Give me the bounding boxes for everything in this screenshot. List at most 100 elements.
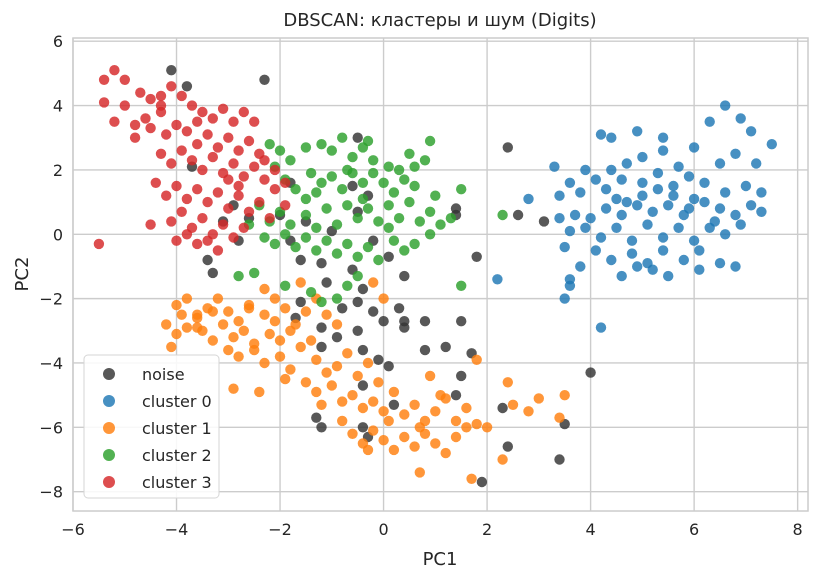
data-point: [383, 161, 394, 172]
data-point: [259, 74, 270, 86]
data-point: [554, 454, 565, 465]
data-point: [223, 174, 234, 185]
legend-item: noise: [103, 365, 185, 384]
x-axis-ticks: −6 −4 −2 0 2 4 6 8: [61, 520, 803, 539]
data-point: [145, 93, 156, 105]
data-point: [212, 142, 224, 153]
data-point: [378, 435, 389, 446]
data-point: [580, 222, 591, 233]
data-point: [383, 251, 394, 262]
data-point: [756, 187, 767, 198]
data-point: [243, 303, 255, 314]
data-point: [321, 277, 332, 288]
data-point: [316, 139, 327, 150]
y-axis-title: PC2: [12, 257, 33, 292]
data-point: [311, 386, 322, 398]
x-tick-label: −2: [268, 520, 292, 539]
data-point: [280, 280, 291, 291]
data-point: [347, 428, 358, 439]
data-point: [202, 254, 213, 266]
y-tick-label: −6: [39, 418, 63, 437]
data-point: [393, 213, 405, 224]
data-point: [688, 193, 700, 205]
data-point: [497, 402, 508, 414]
data-point: [647, 206, 658, 217]
data-point: [352, 325, 363, 336]
data-point: [321, 367, 332, 378]
data-points: [93, 65, 777, 488]
data-point: [311, 354, 322, 365]
x-tick-label: 4: [586, 520, 596, 539]
data-point: [181, 126, 193, 137]
data-point: [564, 177, 576, 188]
data-point: [171, 180, 182, 192]
data-point: [657, 145, 669, 156]
data-point: [186, 100, 198, 111]
data-point: [285, 364, 296, 375]
data-point: [409, 399, 420, 410]
data-point: [269, 293, 281, 304]
data-point: [368, 277, 379, 288]
data-point: [217, 103, 229, 115]
legend-marker: [103, 395, 115, 407]
data-point: [502, 441, 513, 452]
data-point: [538, 216, 550, 227]
data-point: [450, 203, 462, 214]
x-tick-label: 0: [378, 520, 388, 539]
data-point: [352, 251, 363, 262]
data-point: [207, 113, 218, 124]
data-point: [223, 306, 234, 317]
data-point: [404, 148, 415, 159]
data-point: [683, 203, 695, 214]
data-point: [337, 184, 348, 195]
data-point: [606, 132, 617, 143]
data-point: [720, 187, 731, 198]
data-point: [280, 200, 291, 211]
data-point: [554, 213, 565, 224]
data-point: [342, 238, 353, 250]
data-point: [233, 316, 244, 327]
data-point: [590, 245, 601, 256]
data-point: [419, 155, 431, 166]
data-point: [316, 341, 327, 353]
data-point: [751, 158, 762, 169]
data-point: [223, 344, 234, 356]
data-point: [357, 177, 369, 188]
data-point: [430, 406, 441, 417]
data-point: [228, 158, 239, 169]
legend-label: noise: [142, 365, 185, 384]
data-point: [285, 155, 296, 166]
data-point: [399, 431, 410, 443]
data-point: [720, 229, 731, 240]
data-point: [280, 303, 291, 314]
data-point: [575, 187, 586, 198]
legend-items: noise cluster 0 cluster 1 cluster 2 cluster …: [103, 365, 212, 492]
legend-marker: [103, 476, 115, 488]
data-point: [228, 383, 239, 394]
x-tick-label: −6: [61, 520, 85, 539]
data-point: [652, 184, 664, 195]
data-point: [352, 132, 363, 143]
legend-item: cluster 0: [103, 392, 212, 411]
data-point: [129, 132, 141, 143]
legend-marker: [103, 449, 115, 461]
data-point: [683, 171, 695, 182]
legend-marker: [103, 368, 115, 380]
data-point: [616, 270, 627, 282]
data-point: [383, 415, 394, 427]
data-point: [585, 213, 596, 224]
data-point: [331, 248, 343, 259]
data-point: [450, 415, 462, 427]
data-point: [424, 135, 436, 147]
data-point: [383, 222, 394, 233]
data-point: [621, 158, 632, 169]
data-point: [192, 238, 203, 250]
data-point: [140, 113, 151, 124]
data-point: [98, 97, 110, 108]
data-point: [228, 232, 239, 243]
data-point: [373, 377, 384, 388]
data-point: [378, 316, 389, 327]
data-point: [694, 264, 705, 275]
data-point: [285, 325, 296, 336]
